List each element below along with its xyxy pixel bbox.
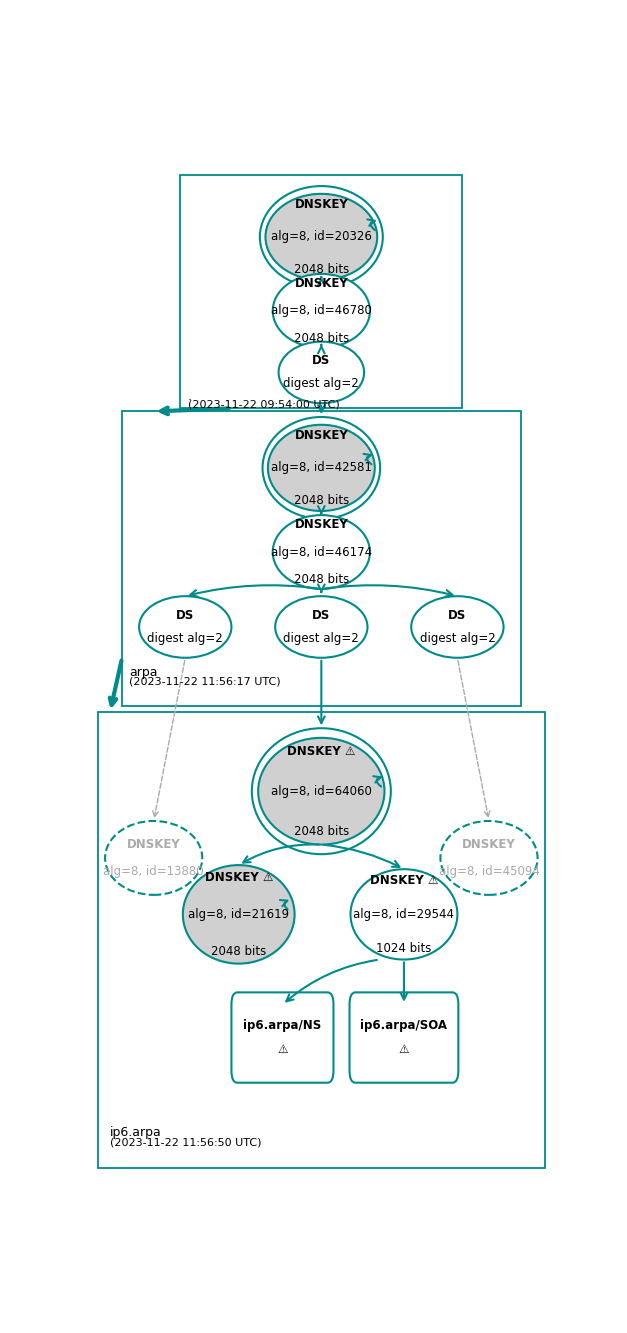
Ellipse shape bbox=[105, 821, 203, 894]
Text: alg=8, id=42581: alg=8, id=42581 bbox=[271, 461, 372, 475]
Text: (2023-11-22 11:56:17 UTC): (2023-11-22 11:56:17 UTC) bbox=[129, 677, 281, 686]
Text: ip6.arpa/SOA: ip6.arpa/SOA bbox=[361, 1018, 448, 1032]
Text: alg=8, id=13880: alg=8, id=13880 bbox=[103, 865, 204, 878]
Bar bbox=[98, 712, 545, 1168]
Text: DNSKEY: DNSKEY bbox=[295, 429, 348, 443]
Text: alg=8, id=20326: alg=8, id=20326 bbox=[271, 231, 372, 244]
Text: DNSKEY: DNSKEY bbox=[127, 837, 181, 850]
Text: 2048 bits: 2048 bits bbox=[293, 493, 349, 507]
Text: DNSKEY: DNSKEY bbox=[295, 277, 348, 289]
Ellipse shape bbox=[275, 596, 367, 657]
Text: alg=8, id=64060: alg=8, id=64060 bbox=[271, 785, 372, 797]
Ellipse shape bbox=[350, 869, 458, 960]
Text: digest alg=2: digest alg=2 bbox=[419, 632, 495, 645]
Text: 1024 bits: 1024 bits bbox=[376, 941, 431, 954]
Ellipse shape bbox=[268, 425, 375, 511]
Ellipse shape bbox=[278, 341, 364, 403]
Text: DNSKEY ⚠: DNSKEY ⚠ bbox=[370, 874, 438, 886]
Text: ⚠: ⚠ bbox=[277, 1044, 288, 1056]
Text: DS: DS bbox=[176, 609, 194, 623]
Text: alg=8, id=21619: alg=8, id=21619 bbox=[188, 908, 289, 921]
Text: ip6.arpa/NS: ip6.arpa/NS bbox=[243, 1018, 322, 1032]
Text: ⚠: ⚠ bbox=[399, 1044, 409, 1056]
Ellipse shape bbox=[411, 596, 503, 657]
Text: ip6.arpa: ip6.arpa bbox=[110, 1126, 162, 1140]
Bar bbox=[181, 176, 462, 408]
FancyBboxPatch shape bbox=[231, 992, 334, 1082]
FancyBboxPatch shape bbox=[349, 992, 458, 1082]
Text: DNSKEY: DNSKEY bbox=[295, 517, 348, 531]
Text: alg=8, id=45094: alg=8, id=45094 bbox=[438, 865, 539, 878]
Text: 2048 bits: 2048 bits bbox=[293, 825, 349, 837]
Text: alg=8, id=29544: alg=8, id=29544 bbox=[354, 908, 455, 921]
Text: (2023-11-22 09:54:00 UTC): (2023-11-22 09:54:00 UTC) bbox=[187, 400, 339, 409]
Text: arpa: arpa bbox=[129, 666, 158, 680]
Text: digest alg=2: digest alg=2 bbox=[283, 377, 359, 391]
Ellipse shape bbox=[440, 821, 537, 894]
Text: digest alg=2: digest alg=2 bbox=[147, 632, 223, 645]
Text: DS: DS bbox=[312, 609, 330, 623]
Ellipse shape bbox=[273, 273, 370, 348]
Text: 2048 bits: 2048 bits bbox=[293, 332, 349, 345]
Text: digest alg=2: digest alg=2 bbox=[283, 632, 359, 645]
Text: 2048 bits: 2048 bits bbox=[211, 945, 266, 958]
Text: .: . bbox=[187, 391, 192, 403]
Text: DNSKEY: DNSKEY bbox=[295, 199, 348, 211]
Bar bbox=[122, 412, 520, 706]
Ellipse shape bbox=[139, 596, 231, 657]
Ellipse shape bbox=[183, 865, 295, 964]
Ellipse shape bbox=[273, 515, 370, 589]
Text: 2048 bits: 2048 bits bbox=[293, 573, 349, 587]
Ellipse shape bbox=[258, 738, 384, 845]
Text: DNSKEY ⚠: DNSKEY ⚠ bbox=[204, 870, 273, 884]
Text: DNSKEY ⚠: DNSKEY ⚠ bbox=[287, 745, 356, 757]
Ellipse shape bbox=[265, 193, 377, 280]
Text: DNSKEY: DNSKEY bbox=[462, 837, 516, 850]
Text: DS: DS bbox=[312, 355, 330, 368]
Text: DS: DS bbox=[448, 609, 466, 623]
Text: alg=8, id=46174: alg=8, id=46174 bbox=[271, 545, 372, 559]
Text: (2023-11-22 11:56:50 UTC): (2023-11-22 11:56:50 UTC) bbox=[110, 1137, 261, 1148]
Text: alg=8, id=46780: alg=8, id=46780 bbox=[271, 304, 372, 317]
Text: 2048 bits: 2048 bits bbox=[293, 263, 349, 276]
